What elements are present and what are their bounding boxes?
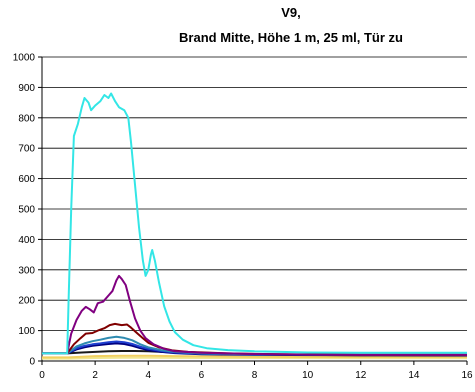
series-line-8 (42, 354, 467, 359)
y-tick-label: 800 (18, 113, 35, 124)
y-tick-label: 700 (18, 144, 35, 155)
x-tick-label: 0 (39, 370, 45, 381)
x-tick-label: 10 (302, 370, 314, 381)
x-tick-label: 8 (252, 370, 258, 381)
series-line-9 (42, 356, 467, 360)
x-tick-label: 4 (145, 370, 151, 381)
y-tick-label: 0 (29, 357, 35, 368)
y-tick-label: 1000 (13, 53, 36, 64)
y-tick-label: 900 (18, 83, 35, 94)
x-tick-label: 6 (199, 370, 205, 381)
tick-labels: 0 100 200 300 400 500 600 700 800 900 1000 0 2 4 6 8 10 1… (13, 53, 473, 382)
y-tick-label: 400 (18, 235, 35, 246)
y-tick-label: 600 (18, 174, 35, 185)
axes (38, 56, 468, 365)
x-tick-label: 16 (461, 370, 473, 381)
y-tick-label: 100 (18, 326, 35, 337)
series-line-1 (42, 92, 467, 355)
grid (42, 56, 467, 332)
x-tick-label: 2 (92, 370, 98, 381)
x-tick-label: 14 (408, 370, 420, 381)
y-tick-label: 300 (18, 265, 35, 276)
chart-title-line-2: Brand Mitte, Höhe 1 m, 25 ml, Tür zu (179, 30, 403, 45)
chart-title-line-1: V9, (281, 5, 301, 20)
y-tick-label: 500 (18, 205, 35, 216)
x-tick-label: 12 (355, 370, 367, 381)
series-group (42, 92, 468, 360)
series-line-2 (42, 274, 467, 356)
y-tick-label: 200 (18, 296, 35, 307)
